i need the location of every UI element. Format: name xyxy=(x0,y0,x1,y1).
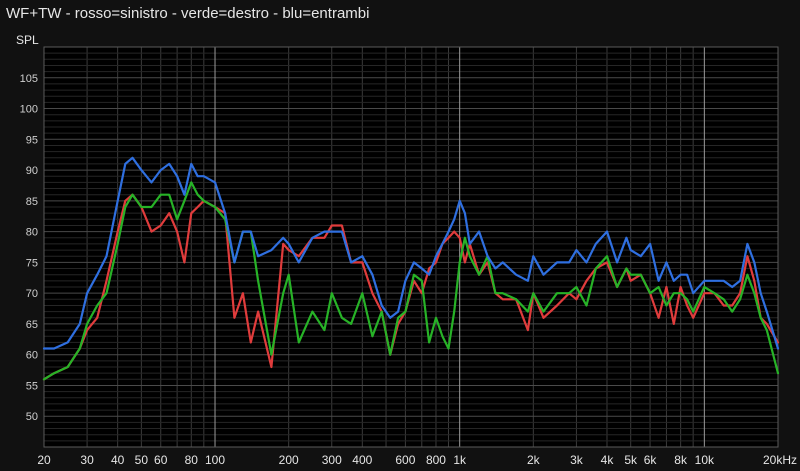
x-tick-label: 3k xyxy=(570,453,584,467)
series-line-1 xyxy=(42,181,780,381)
y-tick-label: 65 xyxy=(26,319,38,331)
x-tick-label: 200 xyxy=(279,453,299,467)
x-tick-label: 30 xyxy=(80,453,94,467)
y-axis-label: SPL xyxy=(16,33,39,47)
x-tick-label: 40 xyxy=(111,453,125,467)
y-tick-label: 105 xyxy=(20,73,38,85)
series-layer xyxy=(42,156,780,381)
y-axis: 50 55 60 65 70 75 80 85 90 95 100 105 xyxy=(20,73,38,423)
x-tick-label: 2k xyxy=(527,453,541,467)
x-tick-label: 60 xyxy=(154,453,168,467)
x-tick-label: 6k xyxy=(644,453,658,467)
y-tick-label: 80 xyxy=(26,227,38,239)
x-tick-label: 20 xyxy=(37,453,51,467)
y-tick-label: 60 xyxy=(26,350,38,362)
plot-border xyxy=(43,46,779,448)
x-tick-label: 5k xyxy=(624,453,638,467)
x-tick-label: 600 xyxy=(395,453,415,467)
x-axis: 20 30 40 50 60 80 100 200 300 400 600 800 1k 2k 3k 4k 5k… xyxy=(37,453,797,467)
minor-grid xyxy=(43,47,779,447)
y-tick-label: 70 xyxy=(26,288,38,300)
x-tick-label: 10k xyxy=(695,453,715,467)
major-grid xyxy=(43,46,779,448)
plot-background xyxy=(44,47,778,447)
y-tick-label: 85 xyxy=(26,196,38,208)
x-tick-label: 20kHz xyxy=(763,453,797,467)
x-tick-label: 50 xyxy=(135,453,149,467)
x-tick-label: 8k xyxy=(674,453,688,467)
series-line-2 xyxy=(42,156,780,350)
y-tick-label: 100 xyxy=(20,104,38,116)
x-tick-label: 1k xyxy=(453,453,467,467)
y-tick-label: 50 xyxy=(26,411,38,423)
chart-title: WF+TW - rosso=sinistro - verde=destro - … xyxy=(6,5,370,22)
y-tick-label: 90 xyxy=(26,165,38,177)
y-tick-label: 55 xyxy=(26,380,38,392)
y-tick-label: 95 xyxy=(26,134,38,146)
x-tick-label: 4k xyxy=(601,453,615,467)
x-tick-label: 400 xyxy=(352,453,372,467)
x-tick-label: 100 xyxy=(205,453,225,467)
x-tick-label: 80 xyxy=(185,453,199,467)
x-tick-label: 800 xyxy=(426,453,446,467)
y-tick-label: 75 xyxy=(26,257,38,269)
series-line-0 xyxy=(42,193,780,381)
x-tick-label: 300 xyxy=(322,453,342,467)
